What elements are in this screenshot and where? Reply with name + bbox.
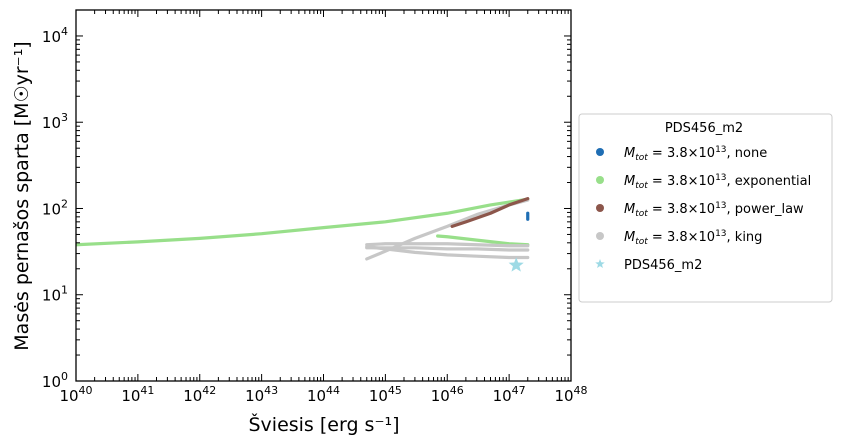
x-axis-label: Šviesis [erg s⁻¹] (248, 412, 399, 436)
x-tick-label: 1048 (554, 384, 587, 405)
legend-marker (596, 232, 604, 240)
y-tick-label: 102 (42, 197, 68, 218)
x-tick-label: 1042 (183, 384, 216, 405)
y-tick-label: 104 (42, 25, 68, 46)
axis-tick-labels: 1040 1041 1042 1043 1044 1045 1046 1047 1048 100 1… (42, 25, 588, 405)
series-line (76, 197, 530, 247)
x-tick-label: 1040 (59, 384, 92, 405)
plot-frame (75, 9, 572, 382)
legend-marker (595, 259, 605, 269)
legend-entry-label: PDS456_m2 (624, 258, 702, 273)
legend-title: PDS456_m2 (665, 121, 743, 136)
legend: PDS456_m2 Mtot = 3.8×1013, none Mtot = 3.… (578, 113, 833, 303)
x-tick-label: 1047 (493, 384, 526, 405)
series-line (450, 197, 530, 228)
x-tick-label: 1046 (431, 384, 464, 405)
y-axis-label: Masės pernašos sparta [M☉yr⁻¹] (11, 41, 33, 350)
series-line (365, 245, 530, 260)
y-tick-label: 100 (42, 370, 68, 391)
axis-ticks (75, 9, 572, 382)
legend-box (578, 113, 833, 303)
y-tick-label: 103 (42, 111, 68, 132)
legend-entry-label: Mtot = 3.8×1013, power_law (624, 201, 804, 219)
x-tick-label: 1043 (245, 384, 278, 405)
legend-entry-label: Mtot = 3.8×1013, exponential (624, 173, 811, 191)
series-line (436, 234, 530, 247)
legend-marker (596, 204, 604, 212)
series-line (365, 242, 530, 248)
x-tick-label: 1041 (121, 384, 154, 405)
legend-marker (596, 148, 604, 156)
legend-entry-label: Mtot = 3.8×1013, king (624, 229, 762, 247)
data-layer (76, 197, 530, 272)
data-point-star (508, 257, 524, 272)
y-tick-label: 101 (42, 284, 68, 305)
legend-marker (596, 176, 604, 184)
x-tick-label: 1044 (307, 384, 340, 405)
x-tick-label: 1045 (369, 384, 402, 405)
legend-entry-label: Mtot = 3.8×1013, none (624, 145, 767, 163)
